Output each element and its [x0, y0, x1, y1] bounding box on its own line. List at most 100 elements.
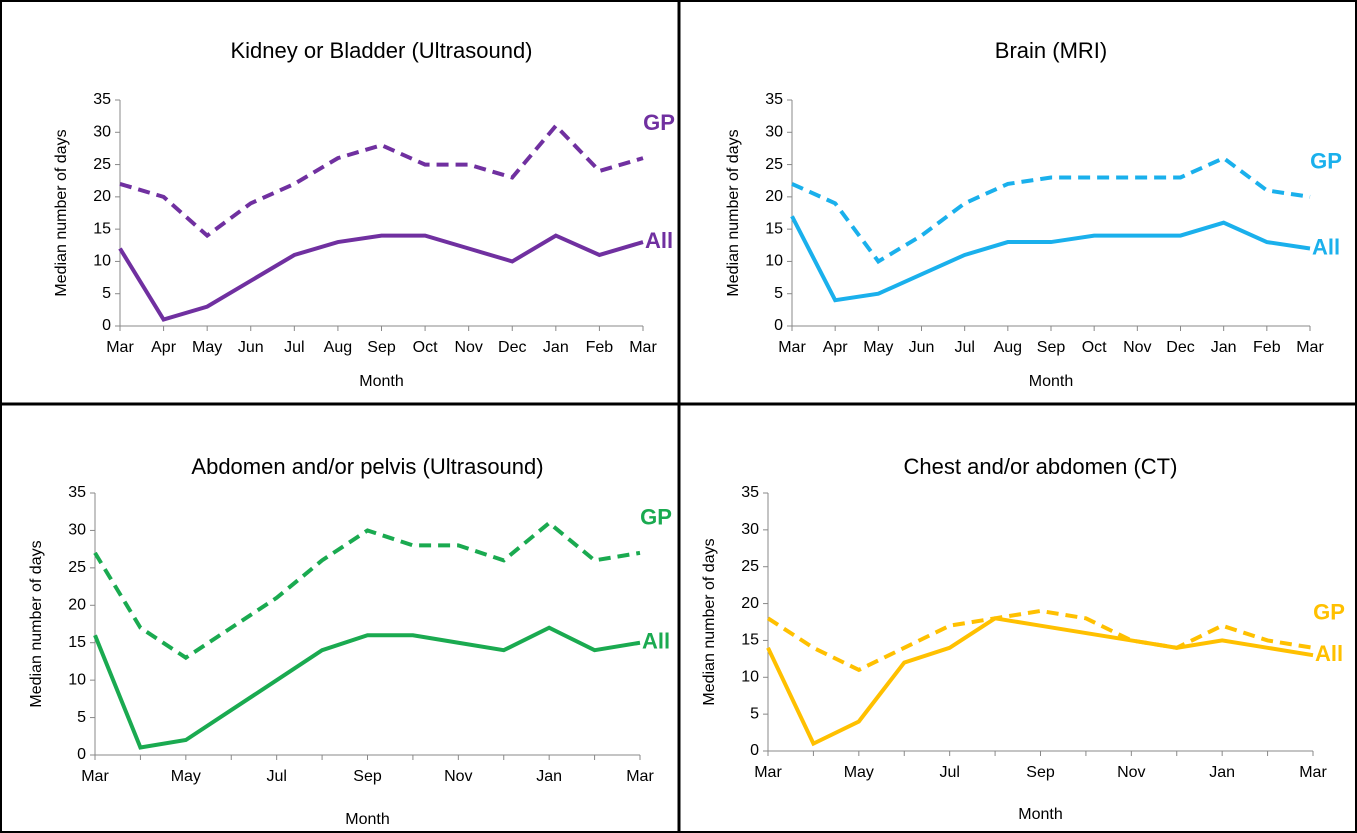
series-line — [766, 608, 1314, 673]
x-tick-label: Jan — [543, 339, 569, 356]
x-tick-label: Apr — [823, 339, 849, 356]
series-line — [118, 233, 644, 322]
y-tick-label: 25 — [68, 559, 86, 576]
y-tick-label: 20 — [765, 188, 783, 205]
y-tick-label: 20 — [741, 595, 759, 612]
x-tick-label: Aug — [994, 339, 1022, 356]
x-axis-label: Month — [1018, 806, 1062, 823]
y-tick-label: 30 — [93, 124, 111, 141]
x-tick-label: Feb — [1253, 339, 1281, 356]
x-tick-label: Aug — [324, 339, 352, 356]
x-tick-label: Feb — [586, 339, 614, 356]
series-end-label: All — [1312, 234, 1340, 259]
y-tick-label: 0 — [77, 746, 86, 763]
series-line — [119, 122, 644, 239]
x-tick-label: Nov — [454, 339, 482, 356]
x-tick-label: Mar — [626, 768, 654, 785]
x-tick-label: May — [192, 339, 222, 356]
x-tick-label: Mar — [754, 764, 782, 781]
x-tick-label: Dec — [1166, 339, 1194, 356]
x-tick-label: Jun — [909, 339, 935, 356]
x-tick-label: May — [171, 768, 201, 785]
x-tick-label: Nov — [444, 768, 472, 785]
chart-title: Abdomen and/or pelvis (Ultrasound) — [191, 454, 543, 479]
y-tick-label: 0 — [750, 742, 759, 759]
y-tick-label: 10 — [68, 671, 86, 688]
y-tick-label: 35 — [765, 91, 783, 108]
chart-title: Kidney or Bladder (Ultrasound) — [230, 38, 532, 63]
chart-title: Chest and/or abdomen (CT) — [904, 454, 1178, 479]
y-tick-label: 30 — [765, 124, 783, 141]
y-tick-label: 5 — [750, 705, 759, 722]
y-tick-label: 35 — [93, 91, 111, 108]
y-tick-label: 20 — [93, 188, 111, 205]
y-tick-label: 25 — [741, 558, 759, 575]
x-axis-label: Month — [345, 811, 389, 828]
series-end-label: GP — [640, 505, 672, 530]
x-tick-label: Mar — [1296, 339, 1324, 356]
x-tick-label: Mar — [778, 339, 806, 356]
x-tick-label: Mar — [81, 768, 109, 785]
series-end-label: All — [1315, 641, 1343, 666]
y-tick-label: 5 — [77, 709, 86, 726]
y-tick-label: 0 — [102, 317, 111, 334]
x-tick-label: Dec — [498, 339, 526, 356]
series-end-label: GP — [1313, 600, 1345, 625]
series-line — [93, 520, 641, 661]
series-line — [93, 625, 641, 750]
x-tick-label: Nov — [1117, 764, 1145, 781]
x-tick-label: Mar — [629, 339, 657, 356]
x-axis-label: Month — [1029, 373, 1073, 390]
x-tick-label: Apr — [151, 339, 177, 356]
x-tick-label: Oct — [413, 339, 438, 356]
y-tick-label: 15 — [741, 632, 759, 649]
y-tick-label: 25 — [765, 156, 783, 173]
x-tick-label: Jun — [238, 339, 264, 356]
chart-title: Brain (MRI) — [995, 38, 1107, 63]
x-tick-label: Jan — [1209, 764, 1235, 781]
x-tick-label: Sep — [353, 768, 382, 785]
y-tick-label: 20 — [68, 597, 86, 614]
x-tick-label: Jul — [954, 339, 974, 356]
x-tick-label: Jul — [266, 768, 286, 785]
x-tick-label: Oct — [1082, 339, 1107, 356]
y-axis-label: Median number of days — [701, 538, 718, 705]
y-axis-label: Median number of days — [725, 129, 742, 296]
x-tick-label: Sep — [367, 339, 396, 356]
y-tick-label: 35 — [68, 484, 86, 501]
y-tick-label: 5 — [774, 285, 783, 302]
x-tick-label: May — [863, 339, 893, 356]
x-tick-label: Jul — [939, 764, 959, 781]
y-tick-label: 25 — [93, 156, 111, 173]
x-tick-label: Jan — [1211, 339, 1237, 356]
series-end-label: All — [645, 228, 673, 253]
y-tick-label: 10 — [765, 253, 783, 270]
series-line — [791, 155, 1311, 265]
y-tick-label: 15 — [93, 220, 111, 237]
x-tick-label: Mar — [106, 339, 134, 356]
series-line — [766, 616, 1314, 747]
x-tick-label: Mar — [1299, 764, 1327, 781]
y-axis-label: Median number of days — [53, 129, 70, 296]
x-axis-label: Month — [359, 373, 403, 390]
series-end-label: GP — [1310, 149, 1342, 174]
y-axis-label: Median number of days — [28, 540, 45, 707]
y-tick-label: 15 — [68, 634, 86, 651]
y-tick-label: 35 — [741, 484, 759, 501]
x-tick-label: Jan — [536, 768, 562, 785]
y-tick-label: 10 — [93, 253, 111, 270]
x-tick-label: Nov — [1123, 339, 1151, 356]
y-tick-label: 10 — [741, 669, 759, 686]
x-tick-label: Sep — [1026, 764, 1055, 781]
series-end-label: GP — [643, 110, 675, 135]
y-tick-label: 0 — [774, 317, 783, 334]
series-line — [790, 215, 1311, 303]
series-end-label: All — [642, 629, 670, 654]
y-tick-label: 30 — [741, 521, 759, 538]
y-tick-label: 15 — [765, 220, 783, 237]
x-tick-label: May — [844, 764, 874, 781]
y-tick-label: 30 — [68, 522, 86, 539]
x-tick-label: Jul — [284, 339, 304, 356]
y-tick-label: 5 — [102, 285, 111, 302]
